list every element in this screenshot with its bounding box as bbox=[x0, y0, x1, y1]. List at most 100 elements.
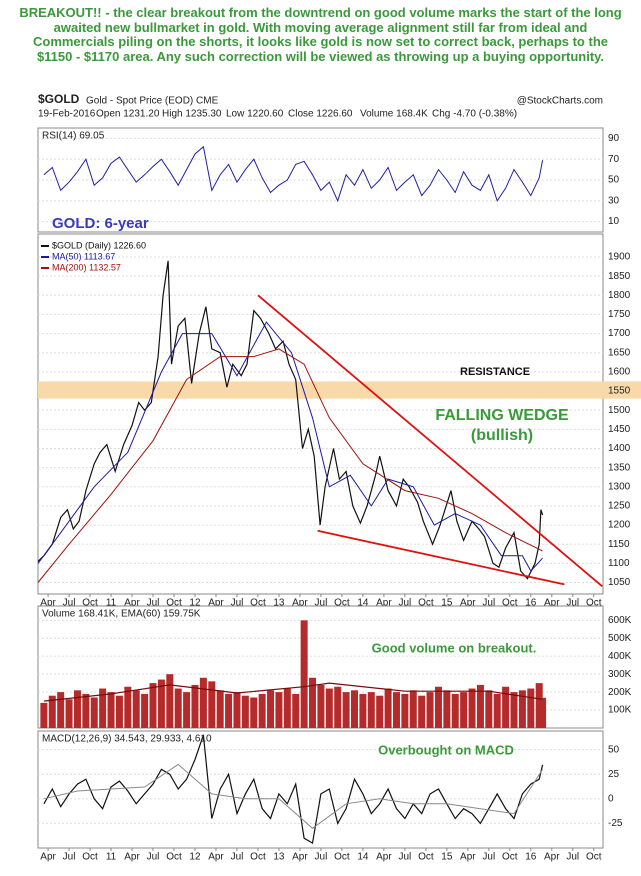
bar bbox=[40, 702, 48, 728]
bar bbox=[334, 686, 342, 728]
x-tick-label: Jul bbox=[482, 852, 495, 863]
y-tick-label: 1750 bbox=[608, 309, 631, 320]
x-tick-label: Oct bbox=[334, 598, 350, 609]
resistance-band bbox=[38, 381, 641, 399]
annotation: Good volume on breakout. bbox=[372, 640, 537, 655]
x-tick-label: Oct bbox=[82, 852, 98, 863]
bar bbox=[351, 690, 359, 728]
x-tick-label: 12 bbox=[189, 852, 201, 863]
bar bbox=[115, 695, 123, 728]
y-tick-label: 1400 bbox=[608, 443, 631, 454]
y-tick-label: 50 bbox=[608, 744, 620, 755]
y-tick-label: 300K bbox=[608, 669, 632, 680]
x-tick-label: Oct bbox=[502, 598, 518, 609]
high: High 1235.30 bbox=[162, 109, 222, 120]
y-tick-label: 400K bbox=[608, 651, 632, 662]
x-tick-label: Oct bbox=[502, 852, 518, 863]
annotation: Overbought on MACD bbox=[378, 742, 514, 757]
x-tick-label: Apr bbox=[460, 598, 476, 609]
bar bbox=[208, 681, 216, 728]
x-tick-label: Jul bbox=[63, 852, 76, 863]
bar bbox=[518, 690, 526, 728]
bar bbox=[325, 688, 333, 728]
x-tick-label: Oct bbox=[250, 598, 266, 609]
x-tick-label: Jul bbox=[147, 852, 160, 863]
x-tick-label: Oct bbox=[586, 852, 602, 863]
bar bbox=[73, 690, 81, 728]
x-tick-label: 13 bbox=[273, 598, 285, 609]
bar bbox=[376, 695, 384, 728]
date: 19-Feb-2016 bbox=[38, 109, 96, 120]
series-line bbox=[37, 321, 543, 572]
bar bbox=[191, 684, 199, 728]
source: @StockCharts.com bbox=[517, 96, 603, 107]
x-tick-label: 14 bbox=[357, 598, 369, 609]
panel-title: RSI(14) 69.05 bbox=[42, 131, 105, 142]
y-tick-label: -25 bbox=[608, 818, 623, 829]
bar bbox=[132, 690, 140, 728]
x-tick-label: Oct bbox=[418, 852, 434, 863]
bar bbox=[485, 690, 493, 728]
x-tick-label: Jul bbox=[482, 598, 495, 609]
bar bbox=[392, 692, 400, 728]
y-tick-label: 500K bbox=[608, 633, 632, 644]
bar bbox=[300, 620, 308, 728]
instrument-name: Gold - Spot Price (EOD) CME bbox=[86, 96, 219, 107]
y-tick-label: 1700 bbox=[608, 328, 631, 339]
y-tick-label: 1650 bbox=[608, 347, 631, 358]
series-line bbox=[37, 348, 543, 583]
x-tick-label: Oct bbox=[334, 852, 350, 863]
x-tick-label: Jul bbox=[566, 852, 579, 863]
x-tick-label: Jul bbox=[147, 598, 160, 609]
x-tick-label: Apr bbox=[124, 852, 140, 863]
y-tick-label: 25 bbox=[608, 769, 620, 780]
bar bbox=[418, 695, 426, 728]
bar bbox=[451, 693, 459, 728]
bar bbox=[57, 692, 65, 728]
x-tick-label: Apr bbox=[208, 852, 224, 863]
y-tick-label: 50 bbox=[608, 175, 620, 186]
bar bbox=[502, 686, 510, 728]
bar bbox=[241, 695, 249, 728]
x-tick-label: Apr bbox=[292, 852, 308, 863]
y-tick-label: 1850 bbox=[608, 271, 631, 282]
bar bbox=[149, 683, 157, 728]
y-tick-label: 1100 bbox=[608, 558, 630, 569]
y-tick-label: 600K bbox=[608, 615, 632, 626]
y-tick-label: 1250 bbox=[608, 501, 631, 512]
y-tick-label: 1500 bbox=[608, 405, 631, 416]
open: Open 1231.20 bbox=[96, 109, 160, 120]
series-line bbox=[43, 763, 544, 829]
x-tick-label: Oct bbox=[418, 598, 434, 609]
x-tick-label: Jul bbox=[398, 598, 411, 609]
y-tick-label: 70 bbox=[608, 154, 620, 165]
legend-label: MA(200) 1132.57 bbox=[52, 262, 121, 272]
annotation: (bullish) bbox=[471, 427, 533, 444]
annotation: RESISTANCE bbox=[460, 366, 530, 378]
series-line bbox=[43, 734, 544, 845]
low: Low 1220.60 bbox=[226, 109, 284, 120]
bar bbox=[183, 692, 191, 728]
x-tick-label: Jul bbox=[315, 852, 328, 863]
bar bbox=[258, 693, 266, 728]
x-tick-label: Apr bbox=[124, 598, 140, 609]
y-tick-label: 1600 bbox=[608, 367, 631, 378]
x-tick-label: Apr bbox=[40, 598, 56, 609]
trendline bbox=[257, 294, 603, 587]
x-tick-label: 14 bbox=[357, 852, 369, 863]
x-tick-label: Jul bbox=[231, 598, 244, 609]
change: Chg -4.70 (-0.38%) bbox=[432, 109, 517, 120]
bar bbox=[409, 690, 417, 728]
y-tick-label: 100K bbox=[608, 705, 632, 716]
legend-label: $GOLD (Daily) 1226.60 bbox=[52, 240, 146, 250]
bar bbox=[225, 693, 233, 728]
bar bbox=[107, 692, 115, 728]
bar bbox=[367, 692, 375, 728]
x-tick-label: 15 bbox=[441, 852, 453, 863]
panel-title: MACD(12,26,9) 34.543, 29.933, 4.610 bbox=[42, 734, 212, 745]
ema-line bbox=[43, 682, 543, 702]
bar bbox=[384, 688, 392, 728]
x-tick-label: Oct bbox=[250, 852, 266, 863]
y-tick-label: 10 bbox=[608, 216, 620, 227]
bar bbox=[250, 697, 258, 728]
